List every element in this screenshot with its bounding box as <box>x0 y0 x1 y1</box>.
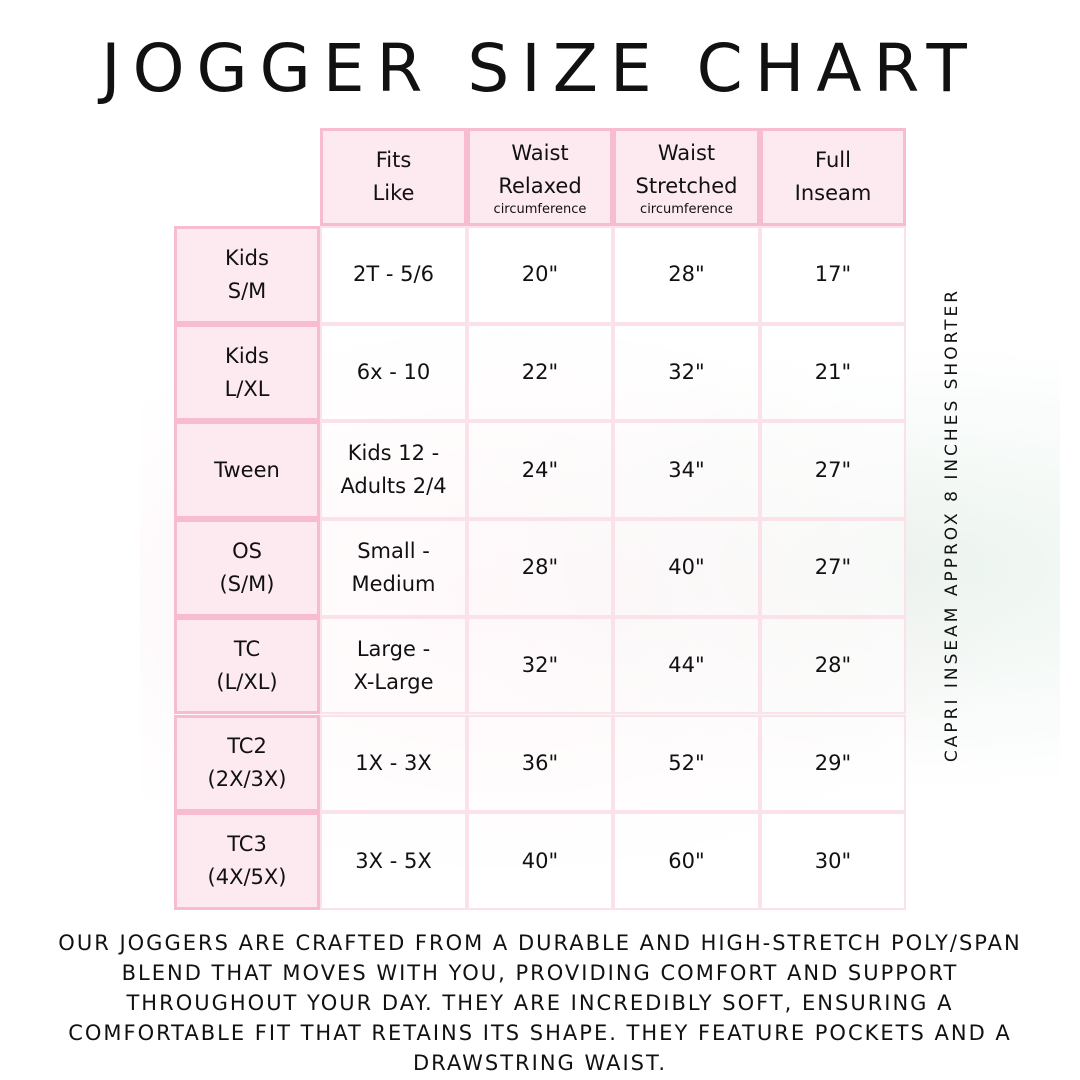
cell-text: Large - <box>356 636 431 661</box>
cell-text: 21" <box>814 360 852 385</box>
cell-text: 2T - 5/6 <box>353 262 434 287</box>
cell-text: 32" <box>521 653 559 678</box>
row-header-size: TC3 (4X/5X) <box>174 812 320 910</box>
cell-text: 32" <box>668 360 705 385</box>
row-header-size: TC2 (2X/3X) <box>174 714 320 813</box>
fits-like-cell: 6x - 10 <box>320 323 467 422</box>
waist-stretched-cell: 34" <box>613 421 760 520</box>
cell-text: Medium <box>351 571 436 596</box>
cell-text: 36" <box>521 750 559 775</box>
waist-relaxed-cell: 32" <box>467 616 613 715</box>
cell-text: 30" <box>814 848 852 873</box>
cell-text: Kids 12 - <box>347 441 440 466</box>
cell-text: 20" <box>521 262 559 287</box>
fits-like-cell: 2T - 5/6 <box>320 226 467 324</box>
cell-text: Tween <box>214 457 280 482</box>
waist-stretched-cell: 52" <box>613 714 760 813</box>
cell-text: 6x - 10 <box>356 360 431 385</box>
waist-stretched-cell: 40" <box>613 519 760 617</box>
row-header-size: Tween <box>174 421 320 520</box>
cell-text: Full <box>815 148 851 172</box>
product-description: Our joggers are crafted from a durable a… <box>58 931 1022 1075</box>
cell-text: L/XL <box>224 376 270 401</box>
cell-text: 28" <box>668 262 705 287</box>
cell-text: 27" <box>814 555 852 580</box>
cell-text: 22" <box>521 360 559 385</box>
waist-stretched-cell: 44" <box>613 616 760 715</box>
inseam-cell: 27" <box>760 421 906 520</box>
waist-relaxed-cell: 24" <box>467 421 613 520</box>
row-header-size: TC (L/XL) <box>174 616 320 715</box>
fits-like-cell: Kids 12 - Adults 2/4 <box>320 421 467 520</box>
cell-text: (4X/5X) <box>207 865 287 890</box>
cell-text: Waist <box>511 141 569 165</box>
fits-like-cell: Small - Medium <box>320 519 467 617</box>
row-header-size: Kids L/XL <box>174 323 320 422</box>
cell-text: Kids <box>225 245 269 270</box>
inseam-cell: 30" <box>760 812 906 910</box>
column-header: Waist Relaxed circumference <box>467 128 613 226</box>
cell-text: 60" <box>668 848 705 873</box>
capri-note: CAPRI INSEAM APPROX 8 INCHES SHORTER <box>942 287 962 763</box>
inseam-cell: 21" <box>760 323 906 422</box>
cell-text: 3X - 5X <box>355 848 432 873</box>
waist-relaxed-cell: 36" <box>467 714 613 813</box>
waist-relaxed-cell: 28" <box>467 519 613 617</box>
waist-stretched-cell: 28" <box>613 226 760 324</box>
cell-text: X-Large <box>353 669 434 694</box>
fits-like-cell: 1X - 3X <box>320 714 467 813</box>
cell-text: 24" <box>521 457 559 482</box>
cell-text: 34" <box>668 457 705 482</box>
page-title: JOGGER SIZE CHART <box>101 30 979 107</box>
cell-text: TC2 <box>227 734 267 759</box>
cell-text: (2X/3X) <box>207 767 287 792</box>
waist-relaxed-cell: 22" <box>467 323 613 422</box>
cell-text: Waist <box>657 141 716 165</box>
row-header-size: OS (S/M) <box>174 519 320 617</box>
inseam-cell: 28" <box>760 616 906 715</box>
cell-text: 44" <box>668 653 705 678</box>
waist-relaxed-cell: 40" <box>467 812 613 910</box>
cell-text: Fits <box>375 148 412 172</box>
waist-stretched-cell: 32" <box>613 323 760 422</box>
cell-text: TC3 <box>227 832 267 857</box>
row-header-size: Kids S/M <box>174 226 320 324</box>
inseam-cell: 27" <box>760 519 906 617</box>
cell-text: circumference <box>640 202 733 217</box>
cell-text: Inseam <box>794 181 872 205</box>
column-header: Full Inseam <box>760 128 906 226</box>
cell-text: (S/M) <box>219 571 275 596</box>
cell-text: Stretched <box>635 174 738 198</box>
cell-text: (L/XL) <box>216 669 278 694</box>
waist-stretched-cell: 60" <box>613 812 760 910</box>
cell-text: Small - <box>357 538 430 563</box>
cell-text: Like <box>372 181 415 205</box>
cell-text: 27" <box>814 457 852 482</box>
cell-text: 1X - 3X <box>355 750 432 775</box>
waist-relaxed-cell: 20" <box>467 226 613 324</box>
cell-text: 29" <box>814 750 852 775</box>
cell-text: circumference <box>493 202 587 217</box>
cell-text: 52" <box>668 750 705 775</box>
column-header: Fits Like <box>320 128 467 226</box>
cell-text: 40" <box>668 555 705 580</box>
cell-text: Adults 2/4 <box>340 474 447 499</box>
cell-text: Relaxed <box>498 174 582 198</box>
inseam-cell: 29" <box>760 714 906 813</box>
fits-like-cell: 3X - 5X <box>320 812 467 910</box>
cell-text: OS <box>232 538 262 563</box>
cell-text: 28" <box>814 653 852 678</box>
cell-text: TC <box>233 636 261 661</box>
cell-text: S/M <box>227 278 267 303</box>
cell-text: 28" <box>521 555 559 580</box>
cell-text: 40" <box>521 848 559 873</box>
column-header: Waist Stretched circumference <box>613 128 760 226</box>
cell-text: 17" <box>814 262 852 287</box>
fits-like-cell: Large - X-Large <box>320 616 467 715</box>
cell-text: Kids <box>225 343 269 368</box>
inseam-cell: 17" <box>760 226 906 324</box>
